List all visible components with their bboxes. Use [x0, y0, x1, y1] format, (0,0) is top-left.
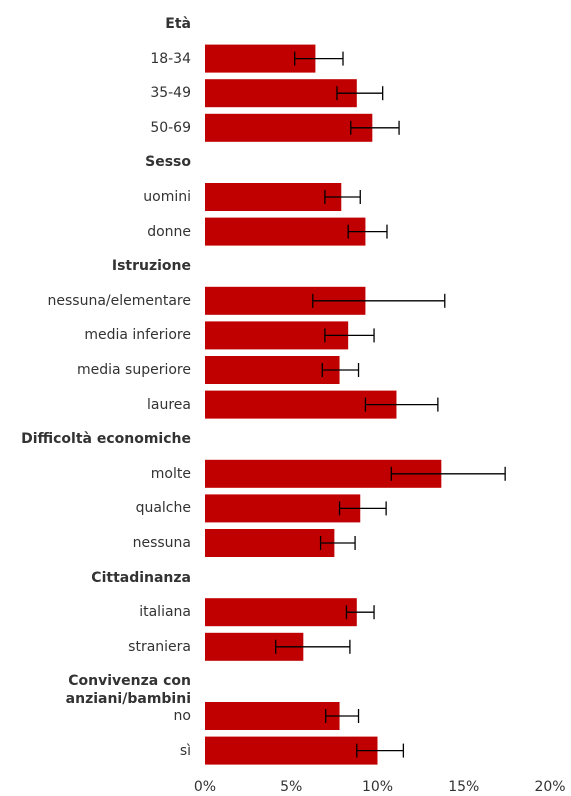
error-bar	[356, 743, 405, 758]
category-label: uomini	[143, 189, 191, 205]
group-header: Istruzione	[111, 258, 191, 275]
bar	[205, 494, 361, 523]
group-header: Sesso	[145, 154, 191, 171]
error-bar	[319, 536, 356, 550]
x-tick-label: 15%	[448, 779, 480, 795]
bar	[205, 529, 335, 557]
category-label: straniera	[128, 638, 191, 655]
category-label: laurea	[147, 396, 191, 413]
error-bar	[336, 86, 384, 101]
bar	[205, 356, 340, 384]
bar	[205, 390, 397, 419]
category-label: qualche	[135, 500, 191, 517]
x-tick-label: 10%	[361, 779, 394, 795]
group-header: Età	[165, 16, 191, 32]
error-bar	[338, 501, 387, 516]
error-bar	[347, 224, 388, 239]
category-label: nessuna	[132, 535, 191, 551]
error-bar	[345, 605, 375, 620]
error-bar	[324, 190, 361, 204]
category-label: media inferiore	[84, 327, 191, 344]
bar	[205, 79, 357, 108]
category-label: media superiore	[77, 362, 191, 378]
category-label: 35-49	[150, 85, 191, 102]
category-label: 50-69	[150, 119, 191, 136]
error-bar	[294, 51, 344, 66]
bar	[205, 113, 373, 142]
bar	[205, 702, 340, 730]
category-label: nessuna/elementare	[47, 292, 192, 309]
bar	[205, 217, 366, 246]
error-bar	[390, 466, 506, 481]
bar	[205, 598, 357, 627]
x-tick-label: 0%	[193, 779, 217, 795]
error-bar	[350, 120, 400, 135]
group-header: Difficoltà economiche	[21, 431, 191, 448]
category-label: molte	[150, 465, 191, 482]
category-label: donne	[147, 223, 191, 240]
error-bar	[364, 397, 439, 412]
x-tick-label: 20%	[534, 779, 566, 795]
category-label: 18-34	[150, 50, 191, 67]
group-header: Cittadinanza	[91, 569, 191, 586]
error-bar	[325, 709, 360, 723]
group-header: Convivenza con anziani/bambini	[65, 673, 191, 708]
category-label: italiana	[139, 604, 191, 621]
error-bar	[321, 363, 360, 377]
error-bar	[312, 293, 446, 308]
bar	[205, 736, 378, 765]
bar	[205, 183, 342, 211]
error-bar	[275, 639, 351, 654]
x-tick-label: 5%	[280, 779, 303, 795]
error-bar	[324, 328, 375, 343]
category-label: no	[173, 708, 191, 724]
category-label: sì	[179, 742, 191, 759]
